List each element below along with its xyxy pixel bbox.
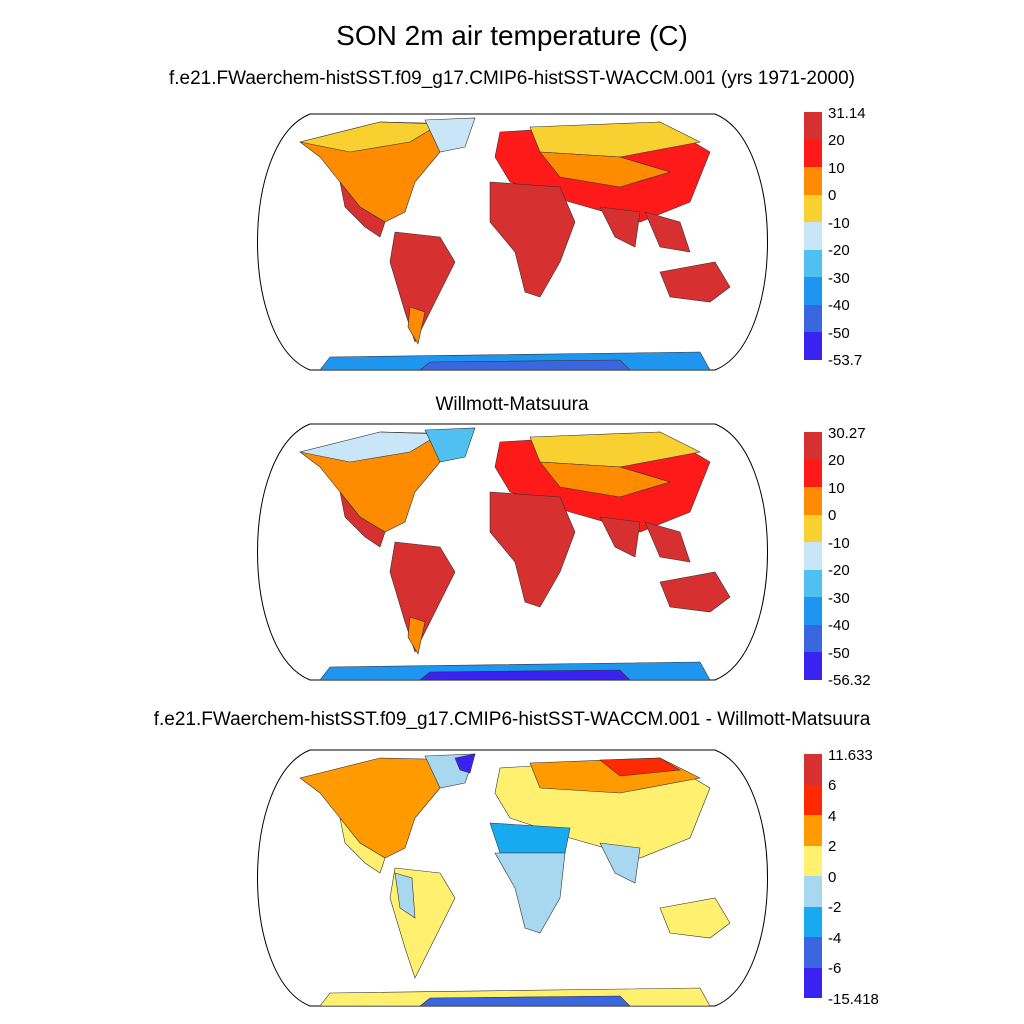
cb2-label: 20 [828, 452, 845, 469]
cb2-box-6 [804, 597, 822, 625]
cb1-box-2 [804, 167, 822, 195]
cb1-label: -10 [828, 215, 850, 232]
cb1-label: -50 [828, 325, 850, 342]
cb2-box-4 [804, 542, 822, 570]
cb3-label: -2 [828, 899, 842, 916]
cb3-box-0 [804, 754, 822, 785]
panel-1-title: f.e21.FWaerchem-histSST.f09_g17.CMIP6-hi… [168, 68, 855, 89]
cb1-box-1 [804, 139, 822, 167]
cb1-label: -40 [828, 297, 850, 314]
australia [659, 897, 731, 939]
cb3-box-5 [804, 906, 822, 937]
cb1-box-4 [804, 222, 822, 250]
cb1-label: -30 [828, 270, 850, 287]
cb2-label: -40 [828, 617, 850, 634]
cb3-label: -15.418 [828, 991, 879, 1008]
africa [494, 852, 566, 934]
north-america-south [339, 181, 386, 238]
cb1-box-8 [804, 332, 822, 360]
cb3-box-1 [804, 784, 822, 815]
cb2-label: 30.27 [828, 425, 866, 442]
central-asia [539, 461, 672, 498]
greenland-edge [454, 753, 476, 774]
south-asia [599, 516, 641, 558]
cb1-box-7 [804, 304, 822, 332]
cb1-box-5 [804, 249, 822, 277]
southeast-asia [644, 521, 691, 563]
australia [659, 571, 731, 613]
cb2-box-3 [804, 514, 822, 542]
cb1-label: 10 [828, 160, 845, 177]
south-america [389, 541, 456, 653]
cb1-label: 0 [828, 187, 837, 204]
panel-2-map [257, 423, 768, 681]
cb3-label: 0 [828, 869, 837, 886]
cb3-box-3 [804, 845, 822, 876]
cb2-label: 10 [828, 480, 845, 497]
south-america [389, 231, 456, 343]
antarctica-interior [419, 995, 631, 1006]
greenland [424, 117, 476, 153]
cb3-label: 4 [828, 808, 837, 825]
cb1-box-3 [804, 194, 822, 222]
cb3-box-7 [804, 967, 822, 998]
south-america-tip [407, 616, 426, 655]
cb2-box-8 [804, 652, 822, 680]
sahara [489, 822, 571, 854]
cb2-label: -50 [828, 645, 850, 662]
north-america-north [299, 431, 442, 463]
greenland [424, 427, 476, 463]
cb2-label: -30 [828, 590, 850, 607]
antarctica-interior [419, 359, 631, 370]
siberia-north [599, 757, 681, 777]
cb1-label: 31.14 [828, 105, 866, 122]
south-america-west [394, 872, 416, 919]
siberia [529, 431, 701, 468]
south-asia [599, 206, 641, 248]
cb3-label: 2 [828, 838, 837, 855]
africa [489, 491, 576, 608]
cb1-label: -53.7 [828, 352, 863, 369]
cb3-label: -4 [828, 930, 842, 947]
antarctica-interior [419, 669, 631, 680]
cb1-box-0 [804, 112, 822, 140]
cb3-label: 6 [828, 777, 837, 794]
cb3-box-6 [804, 937, 822, 968]
siberia [529, 121, 701, 158]
cb3-label: -6 [828, 960, 842, 977]
cb2-label: -56.32 [828, 672, 871, 689]
cb2-box-5 [804, 569, 822, 597]
cb3-label: 11.633 [828, 747, 873, 764]
panel-3-map [257, 749, 768, 1007]
north-america-south [339, 491, 386, 548]
cb2-label: 0 [828, 507, 837, 524]
north-america-south [339, 817, 386, 874]
cb3-box-4 [804, 876, 822, 907]
panel-2-title: Willmott-Matsuura [435, 394, 589, 415]
southeast-asia [644, 211, 691, 253]
cb1-label: 20 [828, 132, 845, 149]
main-title: SON 2m air temperature (C) [336, 20, 688, 51]
cb2-label: -20 [828, 562, 850, 579]
north-america-north [299, 121, 442, 153]
cb1-label: -20 [828, 242, 850, 259]
cb3-box-2 [804, 815, 822, 846]
south-america-tip [407, 306, 426, 345]
africa [489, 181, 576, 298]
panel-1-map [257, 113, 768, 371]
cb1-box-6 [804, 277, 822, 305]
south-asia [599, 842, 641, 884]
central-asia [539, 151, 672, 188]
cb2-box-0 [804, 432, 822, 460]
cb2-box-7 [804, 624, 822, 652]
cb2-label: -10 [828, 535, 850, 552]
australia [659, 261, 731, 303]
cb2-box-2 [804, 487, 822, 515]
cb2-box-1 [804, 459, 822, 487]
panel-3-title: f.e21.FWaerchem-histSST.f09_g17.CMIP6-hi… [153, 709, 871, 730]
